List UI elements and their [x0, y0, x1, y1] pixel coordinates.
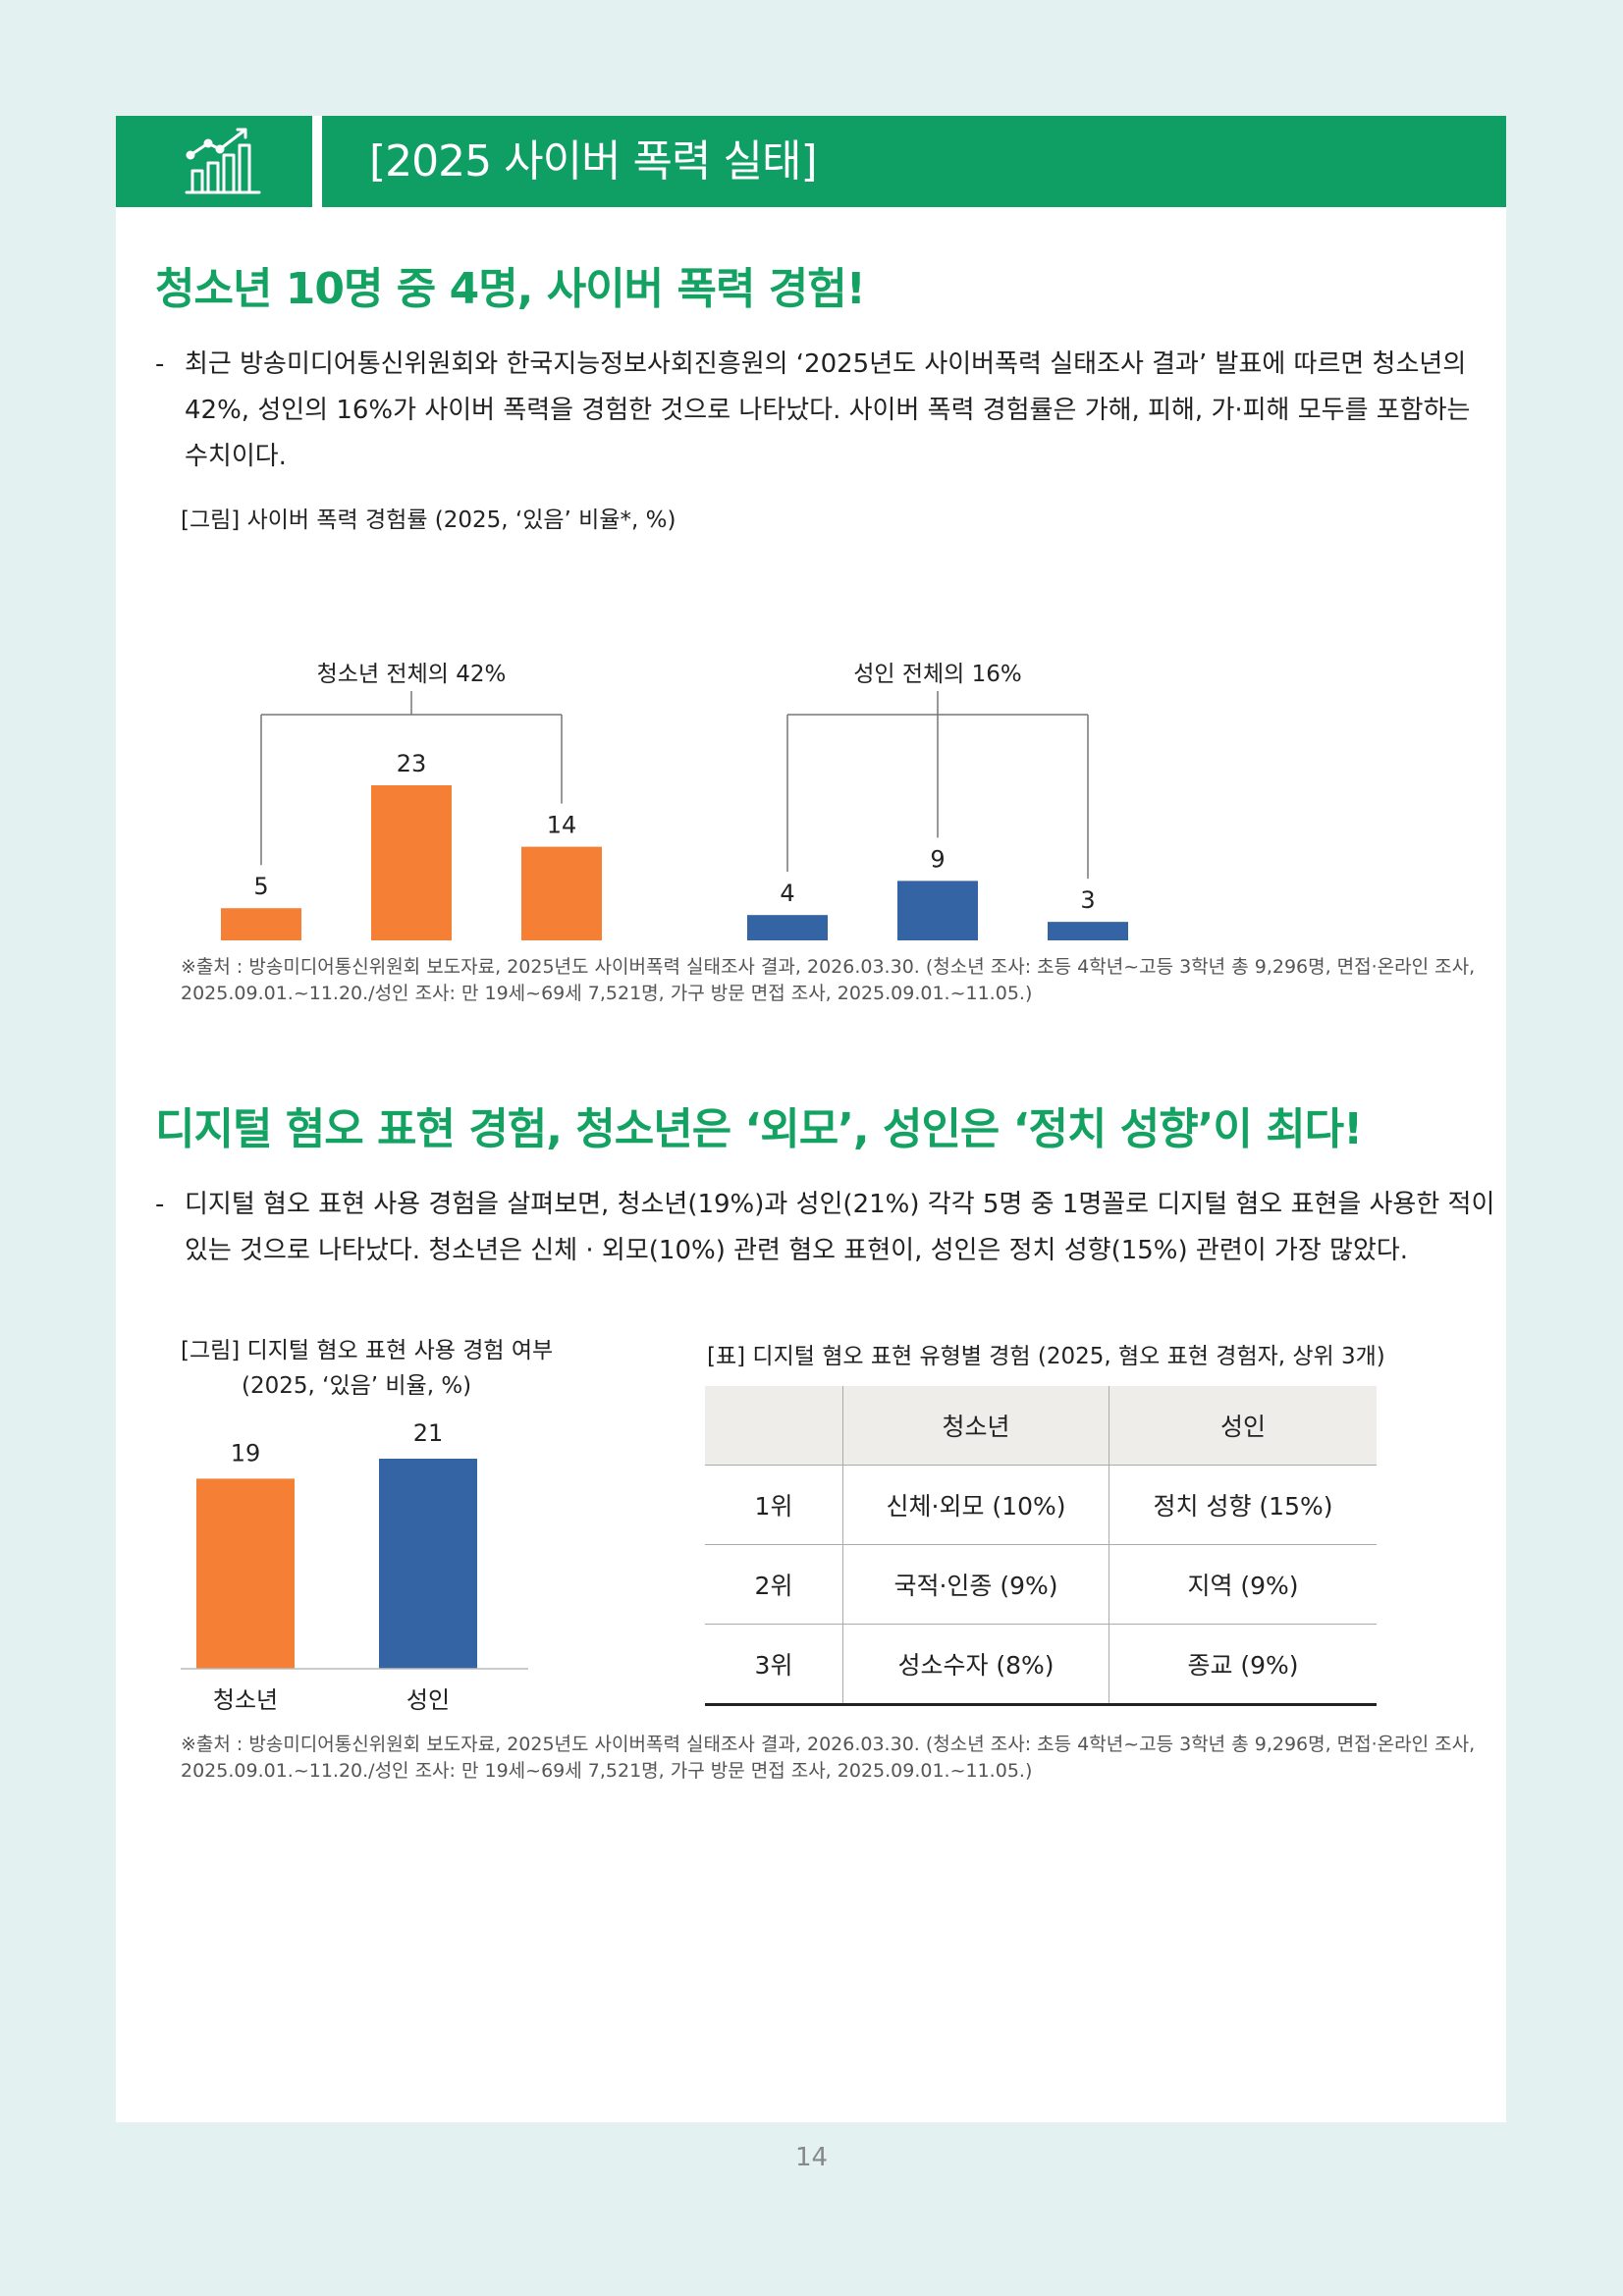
table-row: 2위 국적·인종 (9%) 지역 (9%) — [705, 1544, 1377, 1625]
figure1-caption: [그림] 사이버 폭력 경험률 (2025, ‘있음’ 비율*, %) — [181, 507, 676, 533]
cyber-violence-chart: 5가해만23피해만14가 · 피해 모두청소년 전체의 42%청소년4가해만9피… — [221, 662, 1128, 940]
data-label: 5 — [253, 873, 268, 900]
table-cell: 종교 (9%) — [1109, 1624, 1377, 1706]
bar — [221, 908, 301, 940]
table-cell: 2위 — [705, 1544, 843, 1625]
section1-heading: 청소년 10명 중 4명, 사이버 폭력 경험! — [155, 264, 866, 314]
data-label: 9 — [930, 845, 945, 873]
bar — [379, 1459, 477, 1669]
table-caption: [표] 디지털 혐오 표현 유형별 경험 (2025, 혐오 표현 경험자, 상… — [707, 1344, 1385, 1369]
section2-paragraph: - 디지털 혐오 표현 사용 경험을 살펴보면, 청소년(19%)과 성인(21… — [155, 1182, 1500, 1274]
data-label: 4 — [780, 880, 794, 907]
data-label: 21 — [413, 1419, 444, 1447]
section2-source: ※출처 : 방송미디어통신위원회 보도자료, 2025년도 사이버폭력 실태조사… — [181, 1734, 1476, 1782]
total-label: 성인 전체의 16% — [853, 662, 1022, 687]
table-header-cell — [705, 1386, 843, 1466]
header-title: [2025 사이버 폭력 실태] — [369, 136, 818, 187]
bar — [747, 915, 828, 940]
bar — [897, 881, 978, 940]
header-bar: [2025 사이버 폭력 실태] — [322, 116, 1506, 207]
table-cell: 3위 — [705, 1624, 843, 1706]
category-label: 성인 — [406, 1686, 450, 1714]
bar — [1048, 922, 1128, 940]
hate-speech-chart: 19 청소년 21 성인 — [181, 1419, 528, 1714]
table-header-cell: 성인 — [1109, 1386, 1377, 1466]
category-label: 청소년 — [213, 1686, 278, 1714]
table-cell: 신체·외모 (10%) — [842, 1465, 1109, 1545]
figure2-caption-line1: [그림] 디지털 혐오 표현 사용 경험 여부 — [181, 1338, 554, 1363]
figure2-caption: [그림] 디지털 혐오 표현 사용 경험 여부 (2025, ‘있음’ 비율, … — [181, 1333, 553, 1404]
section2-text: 디지털 혐오 표현 사용 경험을 살펴보면, 청소년(19%)과 성인(21%)… — [185, 1190, 1495, 1265]
hate-speech-type-table: 청소년 성인 1위 신체·외모 (10%) 정치 성향 (15%) 2위 국적·… — [705, 1386, 1377, 1706]
table-cell: 1위 — [705, 1465, 843, 1545]
data-label: 23 — [397, 750, 427, 777]
section1-text: 최근 방송미디어통신위원회와 한국지능정보사회진흥원의 ‘2025년도 사이버폭… — [185, 349, 1471, 471]
table-cell: 성소수자 (8%) — [842, 1624, 1109, 1706]
data-label: 3 — [1080, 886, 1095, 914]
data-label: 19 — [231, 1439, 261, 1467]
table-header-row: 청소년 성인 — [705, 1386, 1377, 1466]
data-label: 14 — [547, 812, 577, 839]
section1-source: ※출처 : 방송미디어통신위원회 보도자료, 2025년도 사이버폭력 실태조사… — [181, 956, 1476, 1004]
bullet-dash: - — [155, 1190, 165, 1219]
bar — [521, 846, 602, 940]
figure2-caption-line2: (2025, ‘있음’ 비율, %) — [242, 1373, 472, 1399]
table-header-cell: 청소년 — [842, 1386, 1109, 1466]
total-label: 청소년 전체의 42% — [317, 662, 507, 687]
section2-heading: 디지털 혐오 표현 경험, 청소년은 ‘외모’, 성인은 ‘정치 성향’이 최다… — [155, 1104, 1363, 1154]
page: [2025 사이버 폭력 실태] 청소년 10명 중 4명, 사이버 폭력 경험… — [116, 116, 1506, 2122]
table-cell: 지역 (9%) — [1109, 1544, 1377, 1625]
bullet-dash: - — [155, 349, 165, 379]
section1-paragraph: - 최근 방송미디어통신위원회와 한국지능정보사회진흥원의 ‘2025년도 사이… — [155, 342, 1500, 480]
page-number: 14 — [794, 2143, 829, 2172]
table-cell: 국적·인종 (9%) — [842, 1544, 1109, 1625]
bar — [196, 1478, 295, 1669]
table-row: 1위 신체·외모 (10%) 정치 성향 (15%) — [705, 1465, 1377, 1545]
table-cell: 정치 성향 (15%) — [1109, 1465, 1377, 1545]
bar — [371, 785, 452, 940]
header-icon-box — [116, 116, 312, 207]
table-row: 3위 성소수자 (8%) 종교 (9%) — [705, 1624, 1377, 1706]
bar-chart-growth-icon — [185, 128, 261, 194]
